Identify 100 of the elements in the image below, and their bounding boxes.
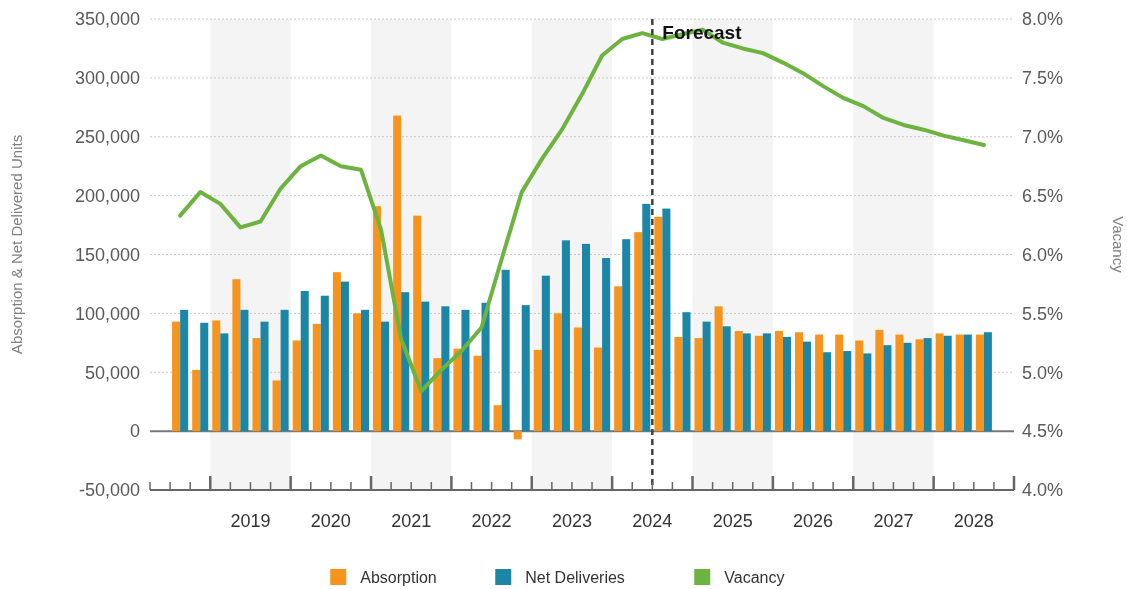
- bar: [200, 322, 209, 432]
- y-tick-label: 250,000: [74, 127, 140, 148]
- bar: [421, 301, 430, 432]
- bar: [754, 335, 763, 432]
- bar: [413, 215, 422, 432]
- bar: [622, 239, 631, 432]
- x-tick-label: 2020: [310, 511, 351, 531]
- bar: [561, 240, 570, 432]
- bar: [662, 208, 671, 432]
- bar: [501, 269, 510, 432]
- x-tick-label: 2027: [873, 511, 914, 531]
- bar: [742, 333, 751, 432]
- y-tick-label: 50,000: [84, 362, 140, 383]
- bar: [803, 341, 812, 432]
- y-tick-label: 300,000: [74, 68, 140, 89]
- bar: [180, 309, 189, 432]
- bar: [340, 281, 349, 432]
- bar: [963, 334, 972, 432]
- bar: [553, 313, 562, 432]
- y2-tick-label: 4.0%: [1022, 480, 1064, 501]
- bar: [481, 302, 490, 432]
- bar: [875, 329, 884, 432]
- x-tick-label: 2025: [712, 511, 753, 531]
- bar: [473, 355, 482, 432]
- bar: [654, 216, 663, 432]
- bar: [714, 306, 723, 432]
- bar: [883, 345, 892, 432]
- bar: [260, 321, 269, 432]
- y2-tick-label: 6.5%: [1022, 185, 1064, 206]
- bar: [634, 232, 643, 432]
- y2-tick-label: 6.0%: [1022, 244, 1064, 265]
- bar: [373, 206, 382, 432]
- bar: [320, 295, 329, 432]
- bar: [582, 243, 591, 432]
- bar: [855, 340, 864, 432]
- bar: [272, 380, 281, 432]
- bar: [493, 405, 502, 432]
- bar: [895, 334, 904, 432]
- x-tick-label: 2024: [632, 511, 673, 531]
- y2-tick-label: 5.5%: [1022, 303, 1064, 324]
- bar: [433, 358, 442, 432]
- line-series: [178, 27, 986, 394]
- y2-tick-label: 5.0%: [1022, 362, 1064, 383]
- y-tick-label: 350,000: [74, 9, 140, 30]
- bar: [955, 334, 964, 432]
- y-tick-label: -50,000: [78, 480, 140, 501]
- y2-tick-label: 8.0%: [1022, 9, 1064, 30]
- bar: [782, 336, 791, 432]
- bar: [461, 309, 470, 432]
- legend-label: Vacancy: [724, 568, 785, 586]
- bar: [393, 115, 402, 432]
- bar: [453, 348, 462, 432]
- bar: [843, 351, 852, 432]
- bar: [252, 338, 261, 432]
- bar: [975, 334, 984, 432]
- bar: [835, 334, 844, 432]
- y-axis-title: Absorption & Net Delivered Units: [8, 134, 25, 355]
- bar: [935, 333, 944, 432]
- bar: [192, 369, 201, 432]
- bar: [863, 353, 872, 432]
- x-tick-label: 2026: [793, 511, 834, 531]
- bar: [614, 286, 623, 432]
- y2-tick-label: 7.5%: [1022, 68, 1064, 89]
- y2-tick-label: 4.5%: [1022, 421, 1064, 442]
- bar: [594, 347, 603, 432]
- bar: [823, 352, 832, 432]
- bar: [943, 335, 952, 432]
- bar: [541, 275, 550, 432]
- y2-axis-title: Vacancy: [1110, 216, 1127, 274]
- bar: [352, 313, 361, 432]
- bar: [300, 291, 309, 432]
- bar: [332, 272, 341, 432]
- bar: [923, 338, 932, 432]
- bar: [722, 326, 731, 432]
- bar: [232, 279, 241, 432]
- y-tick-label: 200,000: [74, 185, 140, 206]
- y-tick-label: 150,000: [74, 244, 140, 265]
- bar: [212, 320, 221, 432]
- bar: [220, 333, 229, 432]
- bar: [774, 331, 783, 432]
- x-tick-label: 2028: [953, 511, 994, 531]
- bar: [915, 339, 924, 432]
- bar: [674, 336, 683, 432]
- bar: [815, 334, 824, 432]
- bar: [441, 306, 450, 432]
- bar: [702, 321, 711, 432]
- bar: [694, 338, 703, 432]
- legend-label: Net Deliveries: [525, 568, 625, 586]
- bar: [682, 312, 691, 432]
- bar: [292, 340, 301, 432]
- bar: [794, 332, 804, 432]
- bar: [983, 332, 992, 432]
- bar: [573, 327, 582, 432]
- bar: [903, 342, 912, 432]
- x-tick-label: 2023: [551, 511, 592, 531]
- bar: [312, 323, 321, 432]
- bar: [401, 292, 410, 432]
- bar: [280, 309, 289, 432]
- bar: [513, 431, 522, 440]
- bar: [734, 331, 743, 432]
